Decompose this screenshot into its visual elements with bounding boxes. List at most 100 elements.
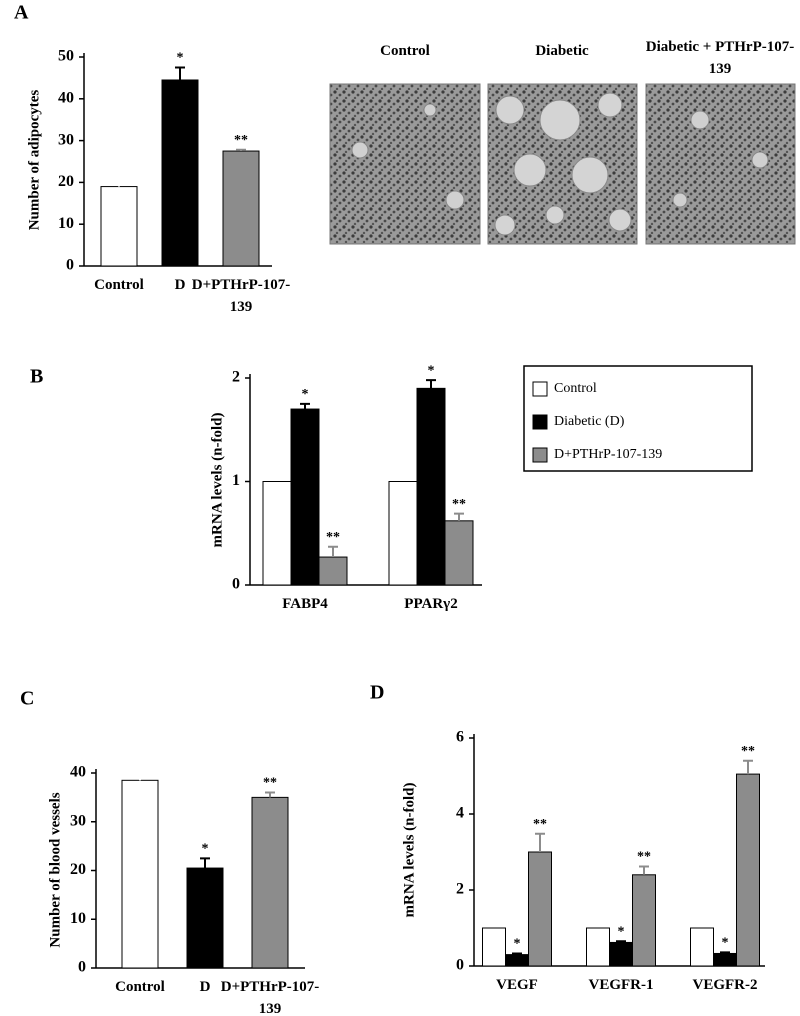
x-tick-label: D bbox=[199, 979, 211, 995]
bar bbox=[100, 186, 138, 267]
y-tick-label: 0 bbox=[232, 576, 240, 593]
legend-label: D+PTHrP-107-139 bbox=[554, 447, 662, 462]
y-tick-label: 10 bbox=[58, 215, 74, 232]
legend-swatch bbox=[532, 414, 548, 430]
y-tick-label: 4 bbox=[456, 805, 464, 822]
bar bbox=[251, 796, 289, 969]
adipocytes bbox=[672, 110, 769, 208]
error-bar bbox=[639, 865, 649, 875]
y-tick-label: 6 bbox=[456, 729, 464, 746]
legend-swatch bbox=[532, 381, 548, 397]
y-tick-label: 2 bbox=[232, 369, 240, 386]
error-bar bbox=[200, 857, 210, 869]
y-tick-label: 20 bbox=[70, 861, 86, 878]
y-axis-label: Number of blood vessels bbox=[47, 792, 63, 947]
error-bar bbox=[426, 379, 436, 389]
significance-label: ** bbox=[637, 850, 651, 865]
error-bar bbox=[300, 402, 310, 410]
x-tick-label: D bbox=[174, 277, 186, 293]
bar bbox=[186, 867, 224, 969]
y-tick-label: 2 bbox=[456, 881, 464, 898]
legend-box bbox=[523, 365, 753, 472]
bar bbox=[290, 408, 320, 586]
panel-label: B bbox=[30, 366, 43, 388]
bar bbox=[713, 952, 737, 967]
y-tick-label: 40 bbox=[70, 764, 86, 781]
significance-label: * bbox=[302, 387, 309, 402]
bar bbox=[690, 927, 714, 967]
bar bbox=[505, 954, 529, 967]
y-axis-label: Number of adipocytes bbox=[26, 90, 42, 231]
significance-label: * bbox=[514, 937, 521, 952]
x-tick-label: VEGF bbox=[496, 977, 538, 993]
significance-label: ** bbox=[533, 817, 547, 832]
error-bar bbox=[616, 940, 626, 943]
significance-label: ** bbox=[326, 530, 340, 545]
bar bbox=[482, 927, 506, 967]
image-caption: Diabetic + PTHrP-107-139 bbox=[645, 39, 795, 77]
panel-label: D bbox=[370, 682, 384, 704]
x-tick-label: VEGFR-2 bbox=[692, 977, 758, 993]
panel-label: A bbox=[14, 2, 29, 24]
panel-label: C bbox=[20, 688, 34, 710]
adipocytes bbox=[351, 103, 465, 210]
error-bar bbox=[135, 774, 145, 781]
bar bbox=[586, 927, 610, 967]
significance-label: * bbox=[202, 842, 209, 857]
significance-label: * bbox=[618, 925, 625, 940]
y-tick-label: 20 bbox=[58, 173, 74, 190]
legend-swatch bbox=[532, 447, 548, 463]
bar bbox=[262, 481, 292, 586]
y-axis-label: mRNA levels (n-fold) bbox=[209, 413, 225, 548]
y-tick-label: 0 bbox=[78, 959, 86, 976]
y-tick-label: 40 bbox=[58, 89, 74, 106]
significance-label: ** bbox=[452, 497, 466, 512]
x-tick-label: D+PTHrP-107-139 bbox=[220, 979, 320, 1016]
micrograph bbox=[645, 83, 796, 245]
error-bar bbox=[114, 170, 124, 187]
error-bar bbox=[265, 791, 275, 798]
bar bbox=[632, 874, 656, 967]
legend-label: Control bbox=[554, 381, 597, 396]
error-bar bbox=[535, 832, 545, 852]
bar bbox=[416, 387, 446, 586]
x-tick-label: FABP4 bbox=[282, 596, 328, 612]
error-bar bbox=[236, 148, 246, 152]
bar bbox=[736, 773, 760, 967]
bar bbox=[609, 941, 633, 967]
bar bbox=[388, 481, 418, 586]
bar bbox=[161, 79, 199, 267]
significance-label: * bbox=[428, 363, 435, 378]
significance-label: ** bbox=[741, 744, 755, 759]
bar bbox=[444, 520, 474, 586]
y-tick-label: 30 bbox=[58, 131, 74, 148]
bar bbox=[222, 150, 260, 267]
error-bar bbox=[175, 66, 185, 80]
bar bbox=[121, 779, 159, 969]
significance-label: ** bbox=[234, 133, 248, 148]
significance-label: ** bbox=[263, 776, 277, 791]
y-tick-label: 10 bbox=[70, 910, 86, 927]
legend-label: Diabetic (D) bbox=[554, 414, 625, 429]
significance-label: * bbox=[722, 936, 729, 951]
significance-label: * bbox=[177, 51, 184, 66]
y-tick-label: 0 bbox=[66, 257, 74, 274]
adipocytes bbox=[494, 92, 632, 236]
y-axis-label: mRNA levels (n-fold) bbox=[401, 783, 417, 918]
micrograph bbox=[329, 83, 481, 245]
y-tick-label: 50 bbox=[58, 48, 74, 65]
x-tick-label: VEGFR-1 bbox=[588, 977, 654, 993]
error-bar bbox=[720, 951, 730, 954]
bar bbox=[528, 851, 552, 967]
micrographs bbox=[329, 83, 796, 245]
y-tick-label: 0 bbox=[456, 957, 464, 974]
x-tick-label: Control bbox=[94, 277, 144, 293]
x-tick-label: Control bbox=[115, 979, 165, 995]
image-caption: Control bbox=[380, 43, 430, 59]
error-bar bbox=[743, 759, 753, 775]
error-bar bbox=[454, 512, 464, 521]
y-tick-label: 1 bbox=[232, 472, 240, 489]
bar bbox=[318, 556, 348, 586]
